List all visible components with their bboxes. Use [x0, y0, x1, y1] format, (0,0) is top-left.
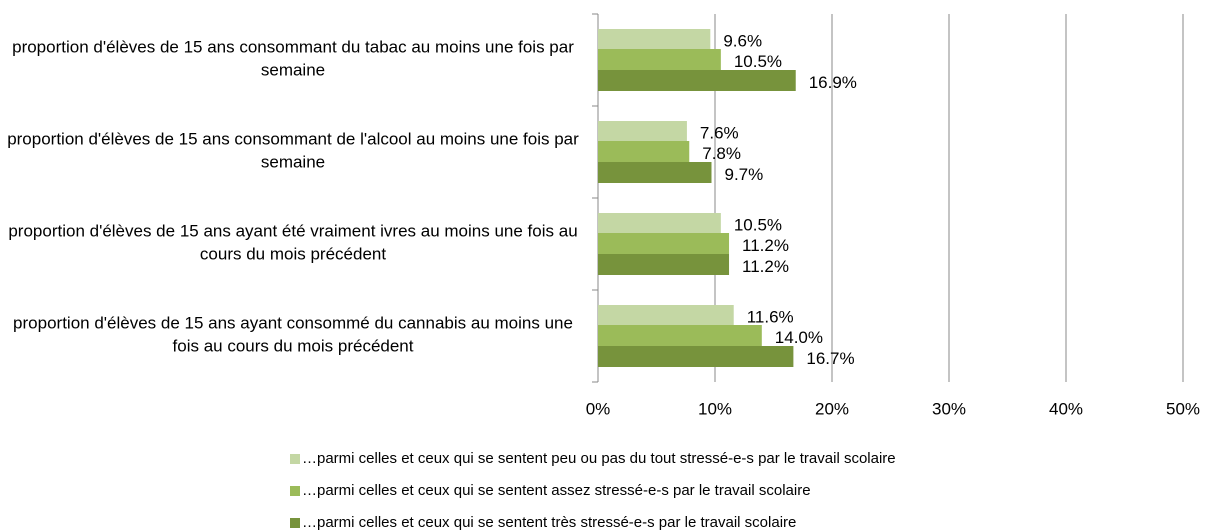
value-label: 11.2% [742, 257, 789, 276]
bar [598, 121, 687, 141]
bar [598, 254, 730, 275]
value-label: 16.9% [809, 73, 857, 92]
bar [598, 162, 712, 183]
value-label: 9.7% [724, 165, 763, 184]
value-label: 11.2% [742, 236, 789, 255]
value-label: 11.6% [747, 307, 794, 326]
category-label: proportion d'élèves de 15 ans ayant été … [8, 222, 577, 264]
bar [598, 233, 730, 254]
x-tick-label: 40% [1049, 399, 1083, 418]
legend-label: …parmi celles et ceux qui se sentent peu… [302, 450, 896, 467]
bar [598, 141, 690, 162]
value-label: 7.8% [702, 144, 741, 163]
x-tick-label: 30% [932, 399, 966, 418]
bar [598, 346, 794, 367]
value-label: 14.0% [775, 328, 823, 347]
x-tick-label: 50% [1166, 399, 1200, 418]
bar [598, 70, 796, 91]
legend-label: …parmi celles et ceux qui se sentent ass… [302, 482, 811, 499]
value-label: 7.6% [700, 123, 739, 142]
legend-label: …parmi celles et ceux qui se sentent trè… [302, 514, 796, 530]
bar [598, 325, 762, 346]
bar [598, 49, 721, 70]
x-tick-label: 20% [815, 399, 849, 418]
x-tick-label: 10% [698, 399, 732, 418]
legend-swatch [290, 518, 300, 528]
legend-swatch [290, 486, 300, 496]
value-label: 10.5% [734, 215, 782, 234]
category-label: proportion d'élèves de 15 ans consommant… [7, 130, 579, 172]
category-label: proportion d'élèves de 15 ans consommant… [12, 38, 574, 80]
bar [598, 213, 721, 233]
value-label: 9.6% [723, 31, 762, 50]
bar [598, 29, 711, 49]
value-label: 10.5% [734, 52, 782, 71]
value-label: 16.7% [806, 349, 854, 368]
legend-swatch [290, 454, 300, 464]
bar [598, 305, 734, 325]
category-label: proportion d'élèves de 15 ans ayant cons… [13, 314, 573, 356]
x-tick-label: 0% [586, 399, 611, 418]
